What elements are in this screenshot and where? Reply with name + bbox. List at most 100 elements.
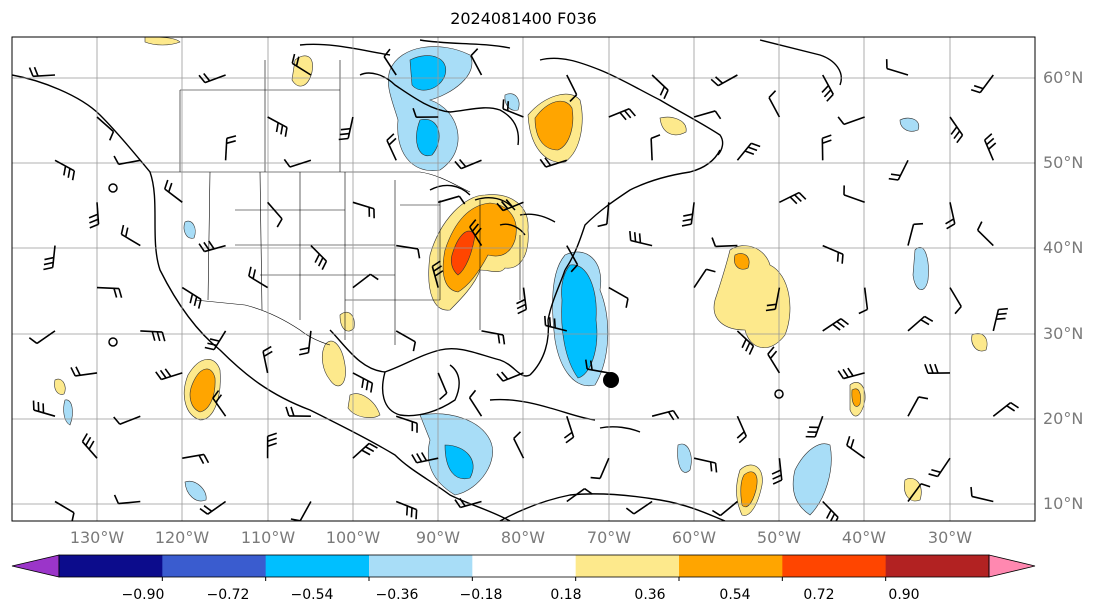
wind-barb [266,201,283,228]
wind-barb [992,401,1019,417]
wind-barb [285,406,311,417]
lon-label: 60°W [671,528,717,547]
wind-barb [496,199,524,212]
shade-west-positive [54,378,66,395]
lon-label: 120°W [154,528,210,547]
wind-barb [113,415,141,426]
wind-barb [224,135,237,161]
wind-barb [970,74,994,94]
lon-label: 40°W [841,528,887,547]
wind-barb [767,346,781,374]
wind-barb [411,452,439,464]
wind-barb [907,396,929,417]
calm-circle [108,337,118,347]
wind-barb [395,415,418,433]
wind-barb [88,202,100,229]
wind-barb [516,287,528,315]
shade-midwest-red [450,230,476,276]
border-canada-provinces [179,60,341,172]
wind-barb [650,134,661,161]
wind-barbs [28,48,1019,521]
wind-barb [970,486,994,503]
lat-label: 20°N [1043,409,1084,428]
wind-barb [608,286,629,308]
coastline-gulf [329,329,531,377]
colorbar-tick-label: 0.72 [803,587,835,603]
colorbar-tick-label: −0.18 [459,587,503,603]
calm-circle [108,183,118,193]
wind-barb [693,110,722,120]
wind-barb [412,107,439,119]
wind-barb [651,74,669,100]
shade-pacific-small [183,220,196,239]
wind-barb [470,48,483,76]
shade-atlantic-mid-orange [851,388,861,407]
wind-barb [837,367,865,380]
wind-barb [454,159,482,170]
shade-quebec-orange [534,100,574,151]
shade-atlantic-coast-core [561,264,598,379]
lon-label: 70°W [586,528,632,547]
wind-barb [70,366,98,377]
coastline-east [564,149,721,271]
wind-barb [779,191,807,205]
wind-barb [924,363,951,375]
borders [150,60,521,346]
wind-barb [945,202,956,230]
wind-barb [710,74,738,87]
border-us-mexico [194,299,331,346]
wind-barb [267,116,288,137]
wind-barb [502,99,524,118]
wind-barb [96,286,123,298]
wind-barb [949,116,964,144]
coastline-south-america [499,493,726,521]
shade-labrador-positive [659,116,687,136]
wind-barb [248,266,269,289]
colorbar-tick-label: 0.18 [550,587,582,603]
wind-barb [566,487,593,503]
wind-barb [395,330,417,352]
wind-barb [199,500,227,515]
coastline-arctic [299,39,511,56]
lon-label: 30°W [927,528,973,547]
wind-barb [907,315,934,332]
wind-barb [468,389,483,417]
colorbar-segment [162,555,267,577]
map-background [12,37,1035,521]
wind-barb [837,116,865,126]
wind-barb [469,219,483,247]
wind-barb [681,202,695,227]
wind-barb [81,433,98,459]
shade-pacific-small-2 [184,480,207,502]
wind-barb [822,244,844,264]
colorbar-segment [265,555,370,577]
wind-barb [454,497,482,509]
colorbar-segment [679,555,783,577]
wind-barb [481,330,506,345]
wind-barb [198,73,226,84]
wind-barb [566,245,579,273]
wind-barb [888,159,909,181]
wind-barb [395,500,418,520]
coastline-alaska [12,74,511,521]
wind-barb [113,494,141,505]
colorbar-tick-label: −0.36 [375,587,419,603]
wind-barb [846,436,866,459]
colorbar-segment [472,555,577,577]
wind-barb [32,400,56,417]
wind-barb [907,222,924,246]
shade-hudson-bay-core [409,55,447,157]
colorbar-tick-label: −0.72 [206,587,250,603]
wind-barb [992,307,1008,332]
wind-barb [768,90,781,118]
wind-barb [496,371,524,382]
calm-circle [774,389,784,399]
wind-barb [204,330,227,351]
wind-barb [290,501,312,521]
wind-barb [949,287,962,315]
wind-barb [736,330,755,355]
wind-barb [155,368,183,381]
shade-caribbean-east-orange [740,471,758,508]
lat-label: 60°N [1043,68,1084,87]
wind-barb [198,240,226,253]
